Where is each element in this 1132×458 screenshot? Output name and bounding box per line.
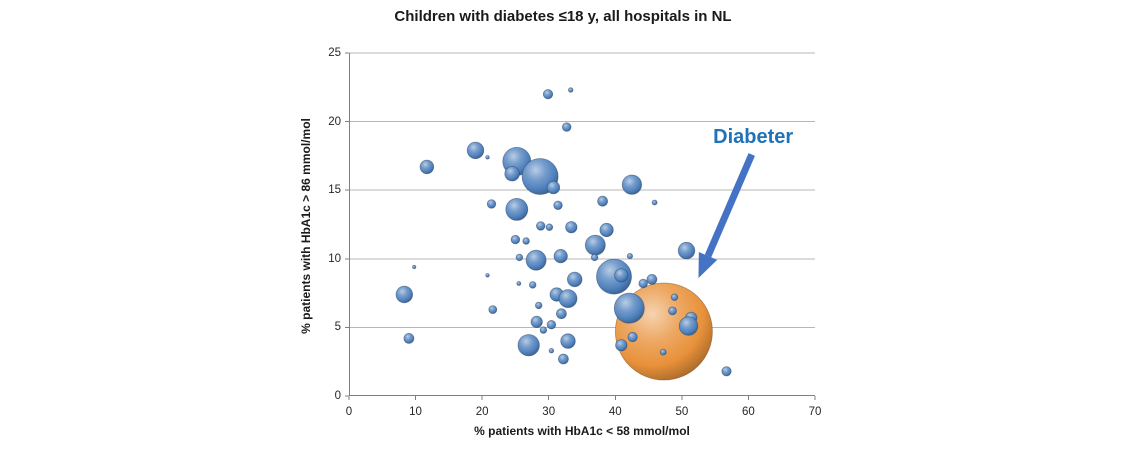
bubble-hospital — [557, 353, 569, 365]
bubble-hospital — [517, 334, 540, 357]
bubble-hospital — [412, 264, 417, 270]
bubble-hospital — [553, 249, 568, 264]
bubble-hospital — [510, 234, 521, 245]
bubble-hospital — [670, 293, 679, 301]
bubble-hospital — [535, 221, 546, 231]
bubble-hospital — [395, 285, 414, 304]
bubble-hospital — [566, 271, 583, 288]
bubble-hospital — [651, 199, 658, 206]
bubble-hospital — [614, 268, 629, 283]
y-tick-label: 0 — [334, 390, 341, 402]
bubble-hospital — [615, 339, 628, 352]
x-tick-label: 20 — [475, 406, 489, 418]
y-tick-label: 15 — [328, 184, 341, 197]
bubble-hospital — [403, 332, 415, 344]
bubble-hospital — [721, 366, 732, 377]
plot-area — [345, 52, 816, 400]
y-tick-label: 5 — [334, 321, 341, 334]
y-axis-title: % patients with HbA1c > 86 mmol/mol — [299, 118, 313, 334]
bubble-hospital — [584, 234, 606, 256]
bubble-hospital — [558, 289, 578, 309]
bubble-hospital — [565, 221, 578, 234]
x-tick-label: 10 — [409, 406, 422, 418]
y-tick-label: 10 — [328, 252, 341, 265]
bubble-hospital — [646, 273, 658, 285]
bubble-hospital — [560, 333, 576, 349]
bubble-hospital — [590, 253, 599, 262]
bubble-hospital — [466, 141, 485, 160]
bubble-hospital — [486, 199, 497, 209]
bubble-hospital — [561, 122, 572, 132]
bubble-hospital — [539, 326, 548, 334]
bubble-hospital — [419, 159, 435, 175]
bubble-hospital — [522, 237, 530, 245]
x-tick-label: 50 — [675, 406, 689, 418]
bubble-hospital — [659, 348, 667, 356]
bubble-hospital — [621, 174, 642, 195]
bubble-hospital — [542, 89, 554, 100]
y-tick-label: 25 — [328, 47, 341, 59]
bubble-hospital — [515, 253, 524, 262]
bubble-hospital — [525, 249, 547, 271]
annotation-diabeter-label: Diabeter — [713, 125, 794, 148]
bubble-hospital — [567, 87, 574, 93]
bubble-hospital — [534, 301, 543, 310]
bubble-hospital — [627, 331, 638, 343]
bubble-hospital — [485, 155, 490, 160]
annotation-arrow-shaft — [704, 153, 755, 258]
bubble-hospital — [626, 253, 633, 260]
x-tick-label: 70 — [808, 406, 822, 418]
bubble-hospital — [546, 320, 557, 330]
bubble-hospital — [678, 316, 699, 336]
x-tick-label: 40 — [608, 406, 622, 418]
bubble-hospital — [528, 281, 537, 289]
bubble-hospital — [548, 348, 555, 354]
x-tick-label: 0 — [345, 406, 353, 418]
bubble-hospital — [553, 200, 563, 211]
bubble-hospital — [546, 180, 561, 195]
x-tick-label: 30 — [542, 406, 556, 418]
bubble-hospital — [638, 278, 648, 289]
x-tick-label: 60 — [742, 406, 755, 418]
chart-title: Children with diabetes ≤18 y, all hospit… — [394, 8, 732, 25]
bubble-hospital — [485, 273, 490, 278]
bubble-hospital — [597, 195, 609, 207]
annotation-arrow-head — [698, 252, 718, 279]
bubble-hospital — [530, 315, 543, 328]
bubble-hospital — [516, 281, 522, 286]
bubble-hospital — [555, 308, 567, 320]
bubble-hospital — [488, 305, 498, 315]
bubble-hospital — [596, 258, 632, 295]
bubble-hospital — [505, 197, 529, 221]
bubble-hospital — [613, 292, 645, 324]
bubble-hospital — [599, 222, 614, 238]
y-tick-label: 20 — [328, 115, 341, 128]
bubble-hospital — [668, 306, 677, 316]
bubble-hospital — [545, 223, 554, 231]
bubble-hospital — [504, 165, 520, 182]
x-axis-title: % patients with HbA1c < 58 mmol/mol — [474, 424, 690, 438]
bubble-hospital — [677, 241, 696, 260]
